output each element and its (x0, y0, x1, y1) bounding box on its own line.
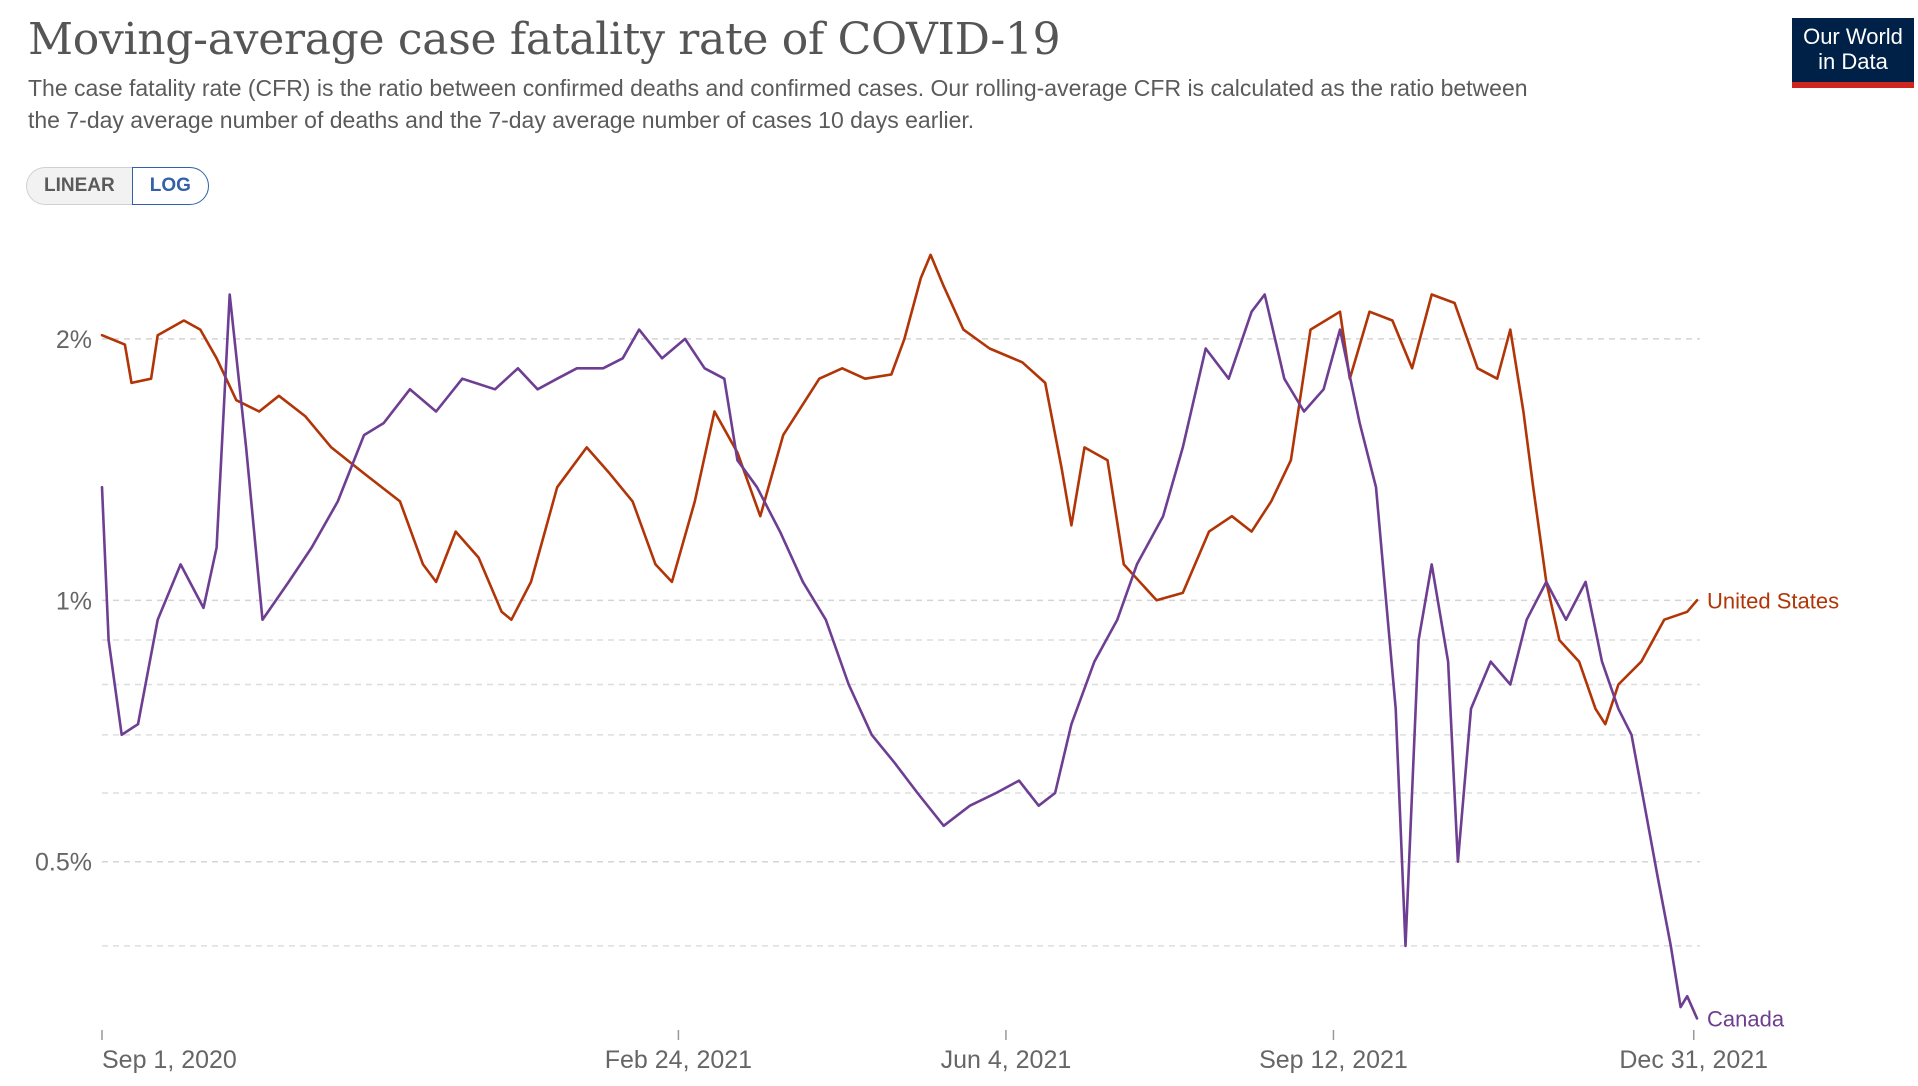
subtitle-line-1: The case fatality rate (CFR) is the rati… (28, 75, 1528, 101)
our-world-in-data-logo[interactable]: Our World in Data (1792, 18, 1914, 88)
x-axis: Sep 1, 2020 Feb 24, 2021 Jun 4, 2021 Sep 12… (101, 1030, 1768, 1074)
gridlines (102, 338, 1700, 947)
series-label-united-states: United States (1707, 588, 1839, 613)
x-tick-label: Sep 12, 2021 (1259, 1046, 1408, 1074)
series-line-united-states[interactable] (100, 253, 1699, 726)
series-label-canada: Canada (1707, 1006, 1785, 1031)
logo-accent-bar (1792, 82, 1914, 88)
y-tick-label: 0.5% (35, 849, 92, 877)
logo-line-1: Our World (1803, 24, 1903, 49)
logo-line-2: in Data (1818, 49, 1888, 74)
series-labels: United States Canada (1707, 588, 1839, 1031)
linear-scale-button[interactable]: LINEAR (26, 167, 132, 205)
chart-subtitle: The case fatality rate (CFR) is the rati… (28, 72, 1708, 136)
y-tick-label: 2% (56, 326, 92, 354)
series-lines (100, 253, 1699, 1020)
x-tick-label: Jun 4, 2021 (941, 1046, 1072, 1074)
chart-title: Moving-average case fatality rate of COV… (28, 14, 1061, 65)
x-tick-label: Sep 1, 2020 (102, 1046, 237, 1074)
scale-toggle: LINEAR LOG (26, 167, 209, 205)
log-scale-button[interactable]: LOG (131, 167, 209, 205)
y-axis: 0.5% 1% 2% (35, 326, 92, 877)
subtitle-line-2: the 7-day average number of deaths and t… (28, 107, 975, 133)
series-line-canada[interactable] (100, 293, 1699, 1020)
y-tick-label: 1% (56, 587, 92, 615)
x-tick-label: Feb 24, 2021 (605, 1046, 752, 1074)
x-tick-label: Dec 31, 2021 (1619, 1046, 1768, 1074)
